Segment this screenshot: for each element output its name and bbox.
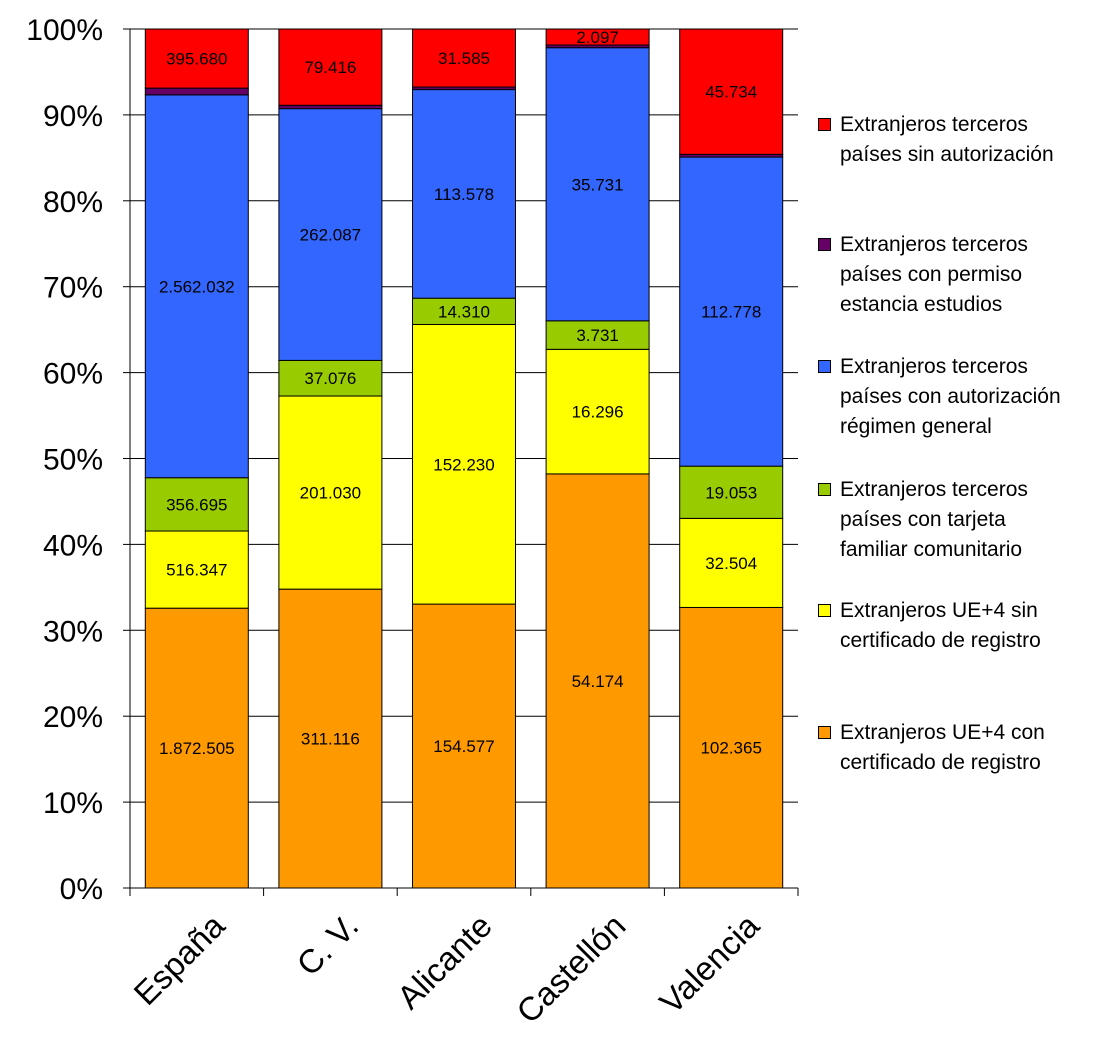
- bar-segment: [679, 606, 784, 889]
- legend-item-ue-con-certificado: Extranjeros UE+4 con certificado de regi…: [818, 718, 1103, 778]
- x-tick-label: Alicante: [390, 907, 499, 1016]
- y-axis-tick-labels: 0% 10% 20% 30% 40% 50% 60% 70% 80% 90% 100%: [26, 14, 103, 906]
- bar-segment: [679, 465, 784, 519]
- data-label: 2.562.032: [159, 277, 235, 296]
- y-tick-label: 40%: [43, 529, 103, 562]
- legend-swatch: [818, 360, 831, 373]
- data-label: 113.578: [434, 185, 494, 204]
- y-tick-label: 60%: [43, 358, 103, 391]
- data-label: 395.680: [166, 50, 227, 69]
- data-label: 262.087: [300, 226, 361, 245]
- data-label: 14.310: [438, 302, 490, 321]
- x-tick-label: C. V.: [289, 907, 365, 983]
- bar-segment: [144, 530, 249, 609]
- data-label: 516.347: [166, 561, 227, 580]
- bar-segment: [144, 94, 249, 479]
- legend-label: Extranjeros terceros países sin autoriza…: [840, 113, 1054, 166]
- bar-segment: [545, 473, 650, 889]
- data-label: 1.872.505: [159, 739, 235, 758]
- data-label: 31.585: [438, 49, 490, 68]
- y-tick-label: 50%: [43, 444, 103, 477]
- bar-segment: [278, 108, 383, 361]
- legend-item-regimen-general: Extranjeros terceros países con autoriza…: [818, 352, 1103, 442]
- data-label: 32.504: [705, 554, 757, 573]
- data-label: 35.731: [572, 175, 624, 194]
- data-label: 152.230: [433, 455, 494, 474]
- legend-label: Extranjeros terceros países con tarjeta …: [840, 478, 1028, 561]
- y-tick-label: 30%: [43, 615, 103, 648]
- data-label: 54.174: [572, 672, 624, 691]
- bar-segment: [412, 297, 516, 325]
- legend-item-ue-sin-certificado: Extranjeros UE+4 sin certificado de regi…: [818, 596, 1103, 656]
- y-tick-label: 100%: [26, 14, 103, 47]
- axes: [123, 28, 799, 896]
- x-tick-label: Castellón: [509, 907, 632, 1030]
- data-label: 201.030: [300, 484, 361, 503]
- legend-swatch: [818, 604, 831, 617]
- y-tick-label: 20%: [43, 701, 103, 734]
- legend-swatch: [818, 726, 831, 739]
- bar-segment: [412, 603, 516, 889]
- legend-swatch: [818, 238, 831, 251]
- bar-segment: [144, 87, 249, 96]
- data-label: 356.695: [166, 495, 227, 514]
- y-tick-label: 80%: [43, 186, 103, 219]
- bar-segment: [545, 47, 650, 322]
- bar-segment: [278, 359, 383, 397]
- legend-item-tarjeta-familiar: Extranjeros terceros países con tarjeta …: [818, 475, 1103, 565]
- bar-segment: [144, 607, 249, 889]
- data-label: 311.116: [301, 730, 360, 749]
- data-label: 3.731: [576, 326, 619, 345]
- y-tick-label: 10%: [43, 787, 103, 820]
- bar-segment: [545, 28, 650, 46]
- data-label: 16.296: [572, 403, 624, 422]
- bar-segment: [412, 28, 516, 88]
- bar-segment: [545, 348, 650, 475]
- x-tick-label: España: [126, 906, 232, 1012]
- legend-swatch: [818, 483, 831, 496]
- data-label: 45.734: [705, 83, 757, 102]
- legend-label: Extranjeros terceros países con autoriza…: [840, 355, 1061, 438]
- data-label: 154.577: [433, 737, 494, 756]
- y-tick-label: 90%: [43, 100, 103, 133]
- bar-segment: [144, 28, 249, 89]
- legend-item-permiso-estudios: Extranjeros terceros países con permiso …: [818, 230, 1103, 320]
- data-label: 19.053: [705, 483, 757, 502]
- data-label: 112.778: [701, 303, 761, 322]
- bar-segment: [278, 28, 383, 106]
- x-tick-label: Valencia: [652, 906, 766, 1020]
- bar-segment: [679, 156, 784, 467]
- legend-label: Extranjeros UE+4 con certificado de regi…: [840, 721, 1045, 774]
- bar-segment: [679, 28, 784, 155]
- bars: 1.872.505 516.347 356.695 2.562.032 395.680 3…: [144, 28, 784, 889]
- y-tick-label: 70%: [43, 272, 103, 305]
- bar-segment: [412, 323, 516, 605]
- bar-segment: [278, 104, 383, 110]
- legend-item-sin-autorizacion: Extranjeros terceros países sin autoriza…: [818, 110, 1103, 170]
- data-label: 102.365: [700, 739, 761, 758]
- legend-label: Extranjeros UE+4 sin certificado de regi…: [840, 599, 1041, 652]
- y-tick-label: 0%: [60, 873, 103, 906]
- bar-segment: [144, 477, 249, 532]
- x-axis-tick-labels: España C. V. Alicante Castellón Valencia: [126, 906, 766, 1030]
- legend-label: Extranjeros terceros países con permiso …: [840, 233, 1028, 316]
- legend-swatch: [818, 118, 831, 131]
- data-label: 2.097: [576, 28, 619, 47]
- bar-segment: [278, 395, 383, 590]
- bar-segment: [412, 89, 516, 299]
- data-label: 37.076: [304, 369, 356, 388]
- bar-segment: [545, 320, 650, 350]
- data-label: 79.416: [304, 58, 356, 77]
